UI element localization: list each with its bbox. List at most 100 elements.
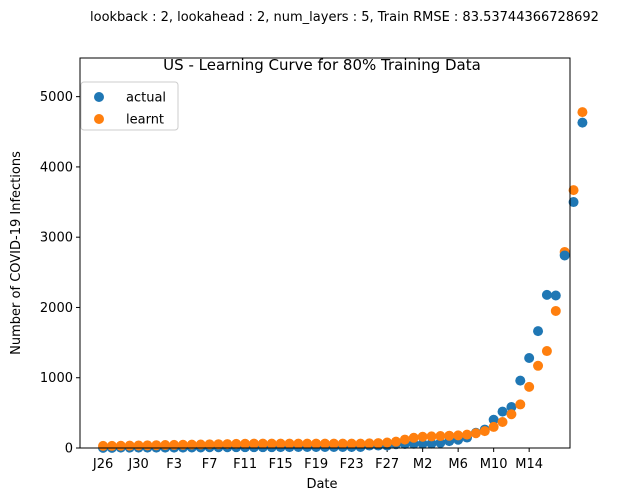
- point-learnt: [533, 360, 544, 371]
- y-tick-label: 0: [65, 442, 73, 457]
- x-tick-label: F3: [166, 457, 182, 472]
- point-learnt: [160, 440, 171, 451]
- point-learnt: [266, 438, 277, 449]
- point-actual: [541, 289, 552, 300]
- point-learnt: [231, 438, 242, 449]
- legend-marker-actual: [94, 92, 104, 102]
- point-learnt: [515, 399, 526, 410]
- point-learnt: [142, 440, 153, 451]
- point-learnt: [417, 431, 428, 442]
- point-learnt: [408, 432, 419, 443]
- point-learnt: [453, 430, 464, 441]
- point-learnt: [257, 438, 268, 449]
- chart-suptitle: lookback : 2, lookahead : 2, num_layers …: [90, 10, 599, 25]
- point-learnt: [462, 429, 473, 440]
- data-points: [98, 107, 588, 453]
- point-learnt: [213, 439, 224, 450]
- point-learnt: [337, 438, 348, 449]
- point-learnt: [302, 438, 313, 449]
- point-actual: [577, 117, 588, 128]
- x-tick-label: M10: [480, 457, 508, 472]
- point-learnt: [328, 438, 339, 449]
- point-learnt: [133, 440, 144, 451]
- x-tick-label: J26: [92, 457, 113, 472]
- y-tick-label: 1000: [40, 371, 73, 386]
- legend-label-learnt: learnt: [126, 113, 164, 128]
- point-learnt: [497, 417, 508, 427]
- point-learnt: [391, 436, 402, 447]
- point-learnt: [222, 439, 233, 450]
- y-axis: 0 1000 2000 3000 4000 5000: [40, 90, 80, 457]
- y-tick-label: 3000: [40, 231, 73, 246]
- point-learnt: [399, 434, 410, 445]
- point-learnt: [506, 409, 517, 420]
- point-learnt: [382, 437, 393, 448]
- point-learnt: [293, 438, 304, 449]
- y-tick-label: 2000: [40, 301, 73, 316]
- point-learnt: [115, 440, 126, 451]
- point-learnt: [568, 185, 579, 196]
- legend-label-actual: actual: [126, 91, 166, 106]
- x-tick-label: F23: [340, 457, 364, 472]
- x-tick-label: F19: [304, 457, 328, 472]
- point-learnt: [346, 438, 357, 449]
- point-learnt: [355, 438, 366, 449]
- point-learnt: [275, 438, 286, 449]
- point-learnt: [124, 440, 135, 451]
- legend-box: [80, 81, 179, 131]
- legend: actual learnt: [80, 81, 179, 131]
- x-tick-label: F27: [375, 457, 399, 472]
- x-tick-label: M2: [413, 457, 433, 472]
- point-learnt: [106, 440, 117, 451]
- y-tick-label: 5000: [40, 90, 73, 105]
- point-learnt: [240, 438, 251, 449]
- y-axis-label: Number of COVID-19 Infections: [9, 151, 24, 355]
- point-learnt: [470, 428, 481, 439]
- y-tick-label: 4000: [40, 160, 73, 175]
- x-tick-label: F15: [269, 457, 293, 472]
- point-learnt: [373, 438, 384, 449]
- point-actual: [568, 197, 579, 208]
- point-learnt: [248, 438, 259, 449]
- point-learnt: [320, 438, 330, 449]
- point-learnt: [479, 426, 490, 437]
- x-tick-label: M14: [515, 457, 543, 472]
- point-learnt: [426, 431, 437, 442]
- point-learnt: [524, 381, 535, 392]
- point-actual: [417, 438, 428, 449]
- point-learnt: [435, 431, 446, 442]
- x-axis-label: Date: [306, 477, 337, 492]
- point-learnt: [204, 439, 215, 450]
- x-tick-label: F7: [202, 457, 218, 472]
- chart-title: US - Learning Curve for 80% Training Dat…: [163, 56, 481, 74]
- point-actual: [533, 326, 544, 337]
- point-learnt: [541, 346, 552, 357]
- point-learnt: [550, 305, 561, 316]
- point-learnt: [98, 440, 109, 451]
- point-actual: [559, 250, 570, 261]
- x-axis: J26 J30 F3 F7 F11 F15 F19 F23 F27 M2 M6 M10 M14: [92, 448, 543, 472]
- point-actual: [524, 352, 535, 363]
- x-tick-label: F11: [233, 457, 257, 472]
- legend-marker-learnt: [94, 114, 104, 124]
- point-actual: [515, 375, 526, 386]
- point-learnt: [577, 107, 588, 118]
- point-learnt: [311, 438, 322, 449]
- plot-frame: [79, 57, 571, 449]
- point-actual: [488, 414, 499, 425]
- point-actual: [426, 438, 437, 449]
- point-learnt: [177, 439, 188, 450]
- point-actual: [550, 290, 561, 301]
- point-learnt: [151, 440, 162, 451]
- x-tick-label: J30: [127, 457, 148, 472]
- point-learnt: [488, 421, 499, 432]
- point-learnt: [195, 439, 206, 450]
- point-learnt: [284, 438, 295, 449]
- point-actual: [506, 402, 517, 413]
- point-learnt: [169, 439, 180, 450]
- point-actual: [497, 406, 508, 417]
- x-tick-label: M6: [448, 457, 468, 472]
- point-learnt: [364, 438, 375, 449]
- point-learnt: [186, 439, 197, 450]
